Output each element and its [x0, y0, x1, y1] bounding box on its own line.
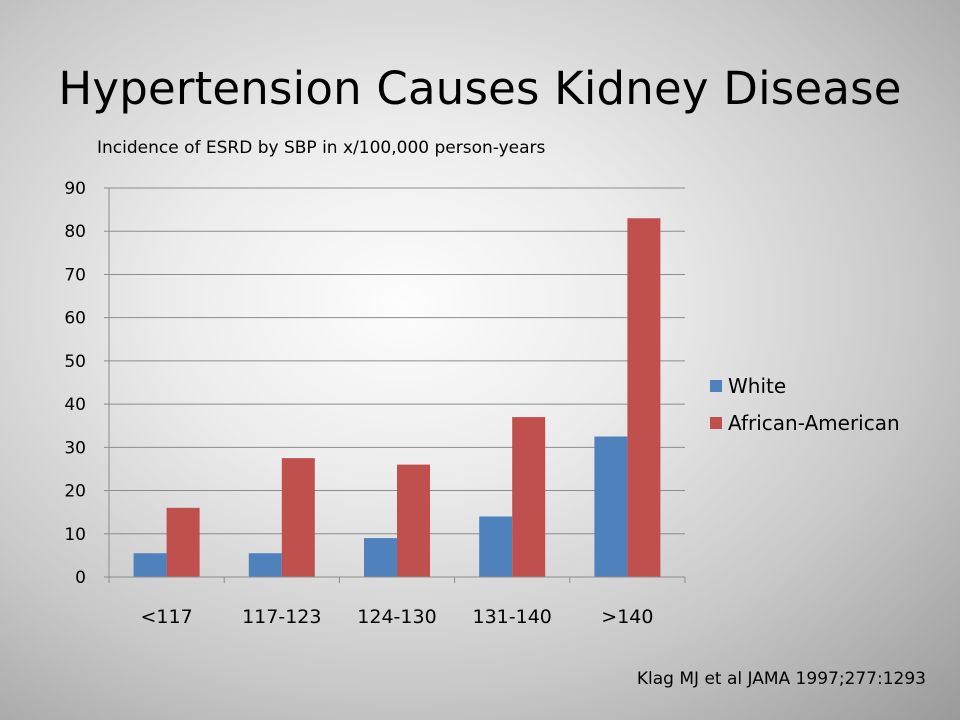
chart-title: Incidence of ESRD by SBP in x/100,000 pe… — [97, 138, 546, 158]
y-tick-label: 80 — [64, 222, 86, 242]
y-tick-label: 0 — [75, 568, 86, 588]
x-tick-label: <117 — [141, 606, 193, 628]
y-tick-label: 20 — [64, 482, 86, 502]
y-tick-label: 50 — [64, 352, 86, 372]
bar-african-american — [166, 507, 200, 577]
bar-white — [594, 436, 628, 577]
y-tick-label: 30 — [64, 438, 86, 458]
x-axis-ticks: <117 117-123 124-130 131-140 >140 — [108, 577, 686, 628]
bars — [133, 218, 661, 577]
bar-white — [248, 553, 282, 577]
citation: Klag MJ et al JAMA 1997;277:1293 — [636, 669, 926, 689]
y-tick-label: 90 — [64, 179, 86, 199]
x-tick-label: 131-140 — [473, 606, 552, 628]
legend-label: White — [728, 374, 786, 398]
y-tick-label: 40 — [64, 395, 86, 415]
legend-swatch — [710, 417, 722, 429]
bar-white — [479, 516, 513, 577]
bar-african-american — [627, 218, 661, 577]
bar-african-american — [281, 458, 315, 577]
x-tick-label: >140 — [601, 606, 653, 628]
legend-swatch — [710, 380, 722, 392]
y-tick-label: 70 — [64, 265, 86, 285]
legend: White African-American — [710, 374, 900, 435]
y-tick-label: 60 — [64, 309, 86, 329]
slide-title: Hypertension Causes Kidney Disease — [58, 62, 902, 115]
bar-white — [364, 538, 397, 577]
y-tick-label: 10 — [64, 525, 86, 545]
y-axis-ticks: 0 10 20 30 40 50 60 70 80 90 — [64, 179, 109, 588]
bar-white — [133, 553, 167, 577]
legend-label: African-American — [728, 411, 900, 435]
x-tick-label: 124-130 — [357, 606, 436, 628]
axes — [108, 188, 685, 578]
bar-african-american — [512, 417, 546, 577]
x-tick-label: 117-123 — [242, 606, 321, 628]
bar-african-american — [397, 464, 430, 577]
